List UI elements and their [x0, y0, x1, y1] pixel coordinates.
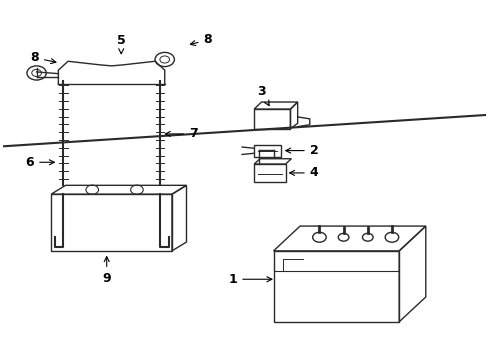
Text: 1: 1: [228, 273, 271, 286]
Text: 9: 9: [102, 257, 111, 285]
Text: 7: 7: [165, 127, 197, 140]
Text: 4: 4: [289, 166, 318, 179]
Text: 5: 5: [117, 34, 125, 54]
Text: 8: 8: [30, 51, 56, 64]
Text: 3: 3: [257, 85, 268, 105]
Text: 2: 2: [285, 144, 318, 157]
Text: 8: 8: [190, 33, 212, 46]
Text: 6: 6: [25, 156, 54, 169]
